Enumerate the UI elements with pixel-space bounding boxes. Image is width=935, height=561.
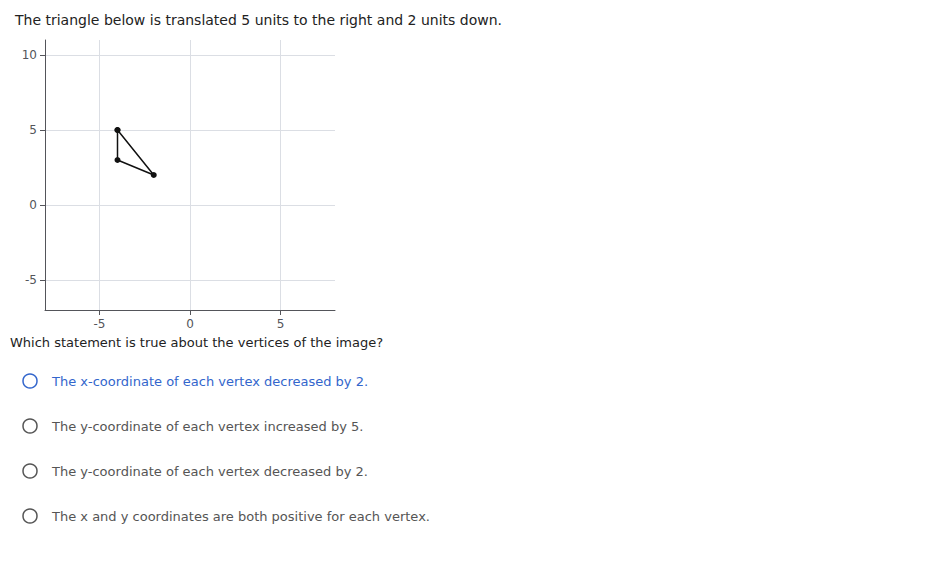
svg-text:The triangle below is translat: The triangle below is translated 5 units… (14, 12, 502, 28)
svg-text:Which statement is true about: Which statement is true about the vertic… (10, 335, 383, 350)
svg-text:5: 5 (277, 317, 285, 331)
svg-text:The y-coordinate of each verte: The y-coordinate of each vertex decrease… (51, 464, 368, 479)
svg-text:The x-coordinate of each verte: The x-coordinate of each vertex decrease… (51, 374, 368, 389)
svg-text:0: 0 (186, 317, 194, 331)
svg-text:-5: -5 (93, 317, 105, 331)
svg-text:0: 0 (29, 198, 37, 212)
svg-text:-5: -5 (25, 273, 37, 287)
svg-text:10: 10 (22, 48, 37, 62)
svg-text:The y-coordinate of each verte: The y-coordinate of each vertex increase… (51, 419, 363, 434)
svg-text:5: 5 (29, 123, 37, 137)
svg-text:The x and y coordinates are bo: The x and y coordinates are both positiv… (51, 509, 430, 524)
